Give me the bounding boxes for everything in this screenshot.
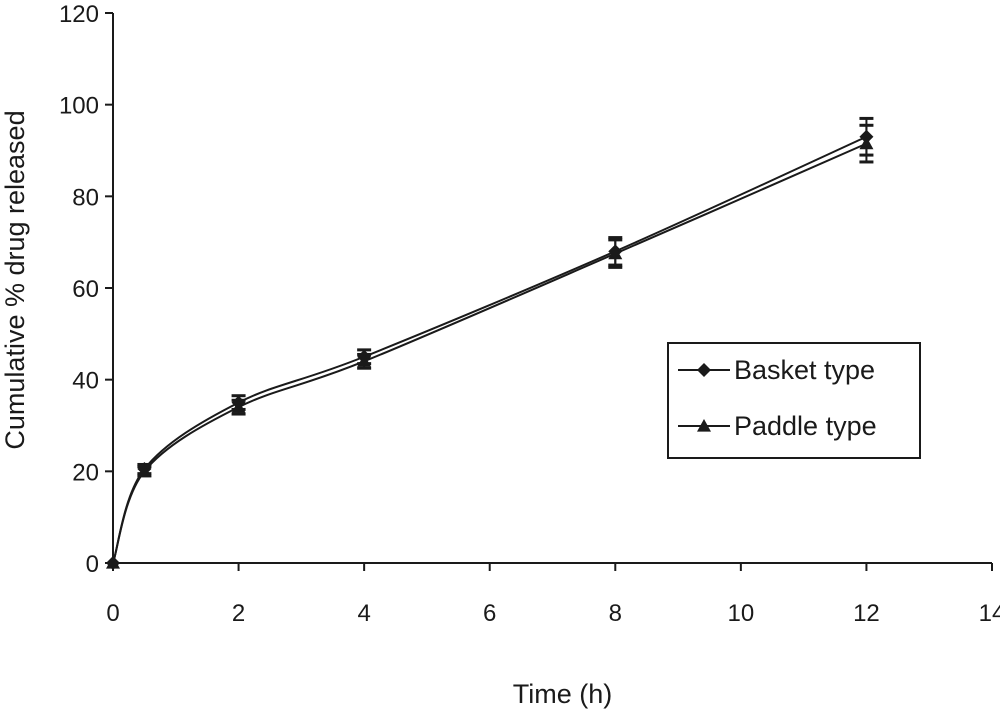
series-paddle-type (106, 123, 874, 569)
x-tick-label: 10 (728, 600, 755, 627)
y-tick-label: 20 (72, 459, 99, 486)
legend-item: Paddle type (678, 411, 877, 441)
triangle-marker (357, 354, 372, 367)
legend-label: Paddle type (734, 411, 877, 441)
diamond-marker (697, 363, 711, 377)
y-tick-label: 100 (59, 93, 99, 120)
x-tick-label: 12 (853, 600, 880, 627)
x-tick-label: 2 (232, 600, 245, 627)
y-tick-label: 80 (72, 184, 99, 211)
triangle-marker (106, 556, 120, 569)
y-tick-label: 40 (72, 368, 99, 395)
triangle-marker (608, 246, 623, 260)
legend-label: Basket type (734, 355, 875, 385)
x-tick-label: 4 (357, 600, 370, 627)
y-tick-label: 60 (72, 276, 99, 303)
x-tick-label: 8 (609, 600, 622, 627)
x-tick-label: 0 (106, 600, 119, 627)
y-tick-label: 0 (86, 551, 99, 578)
triangle-marker (137, 464, 152, 477)
legend-item: Basket type (678, 355, 875, 385)
triangle-marker (231, 400, 246, 413)
triangle-marker (697, 419, 711, 432)
x-axis-title: Time (h) (513, 679, 613, 709)
y-axis-title: Cumulative % drug released (0, 110, 30, 449)
series-layer (106, 116, 874, 570)
legend: Basket type Paddle type (667, 342, 921, 459)
axes: 0 20 40 60 80 100 120 0 2 4 6 8 10 12 14 (59, 1, 1000, 627)
x-tick-label: 6 (483, 600, 496, 627)
y-tick-label: 120 (59, 1, 99, 28)
triangle-marker (859, 136, 874, 150)
legend-items: Basket type Paddle type (678, 355, 877, 441)
x-tick-label: 14 (979, 600, 1000, 627)
legend-box (667, 342, 921, 459)
